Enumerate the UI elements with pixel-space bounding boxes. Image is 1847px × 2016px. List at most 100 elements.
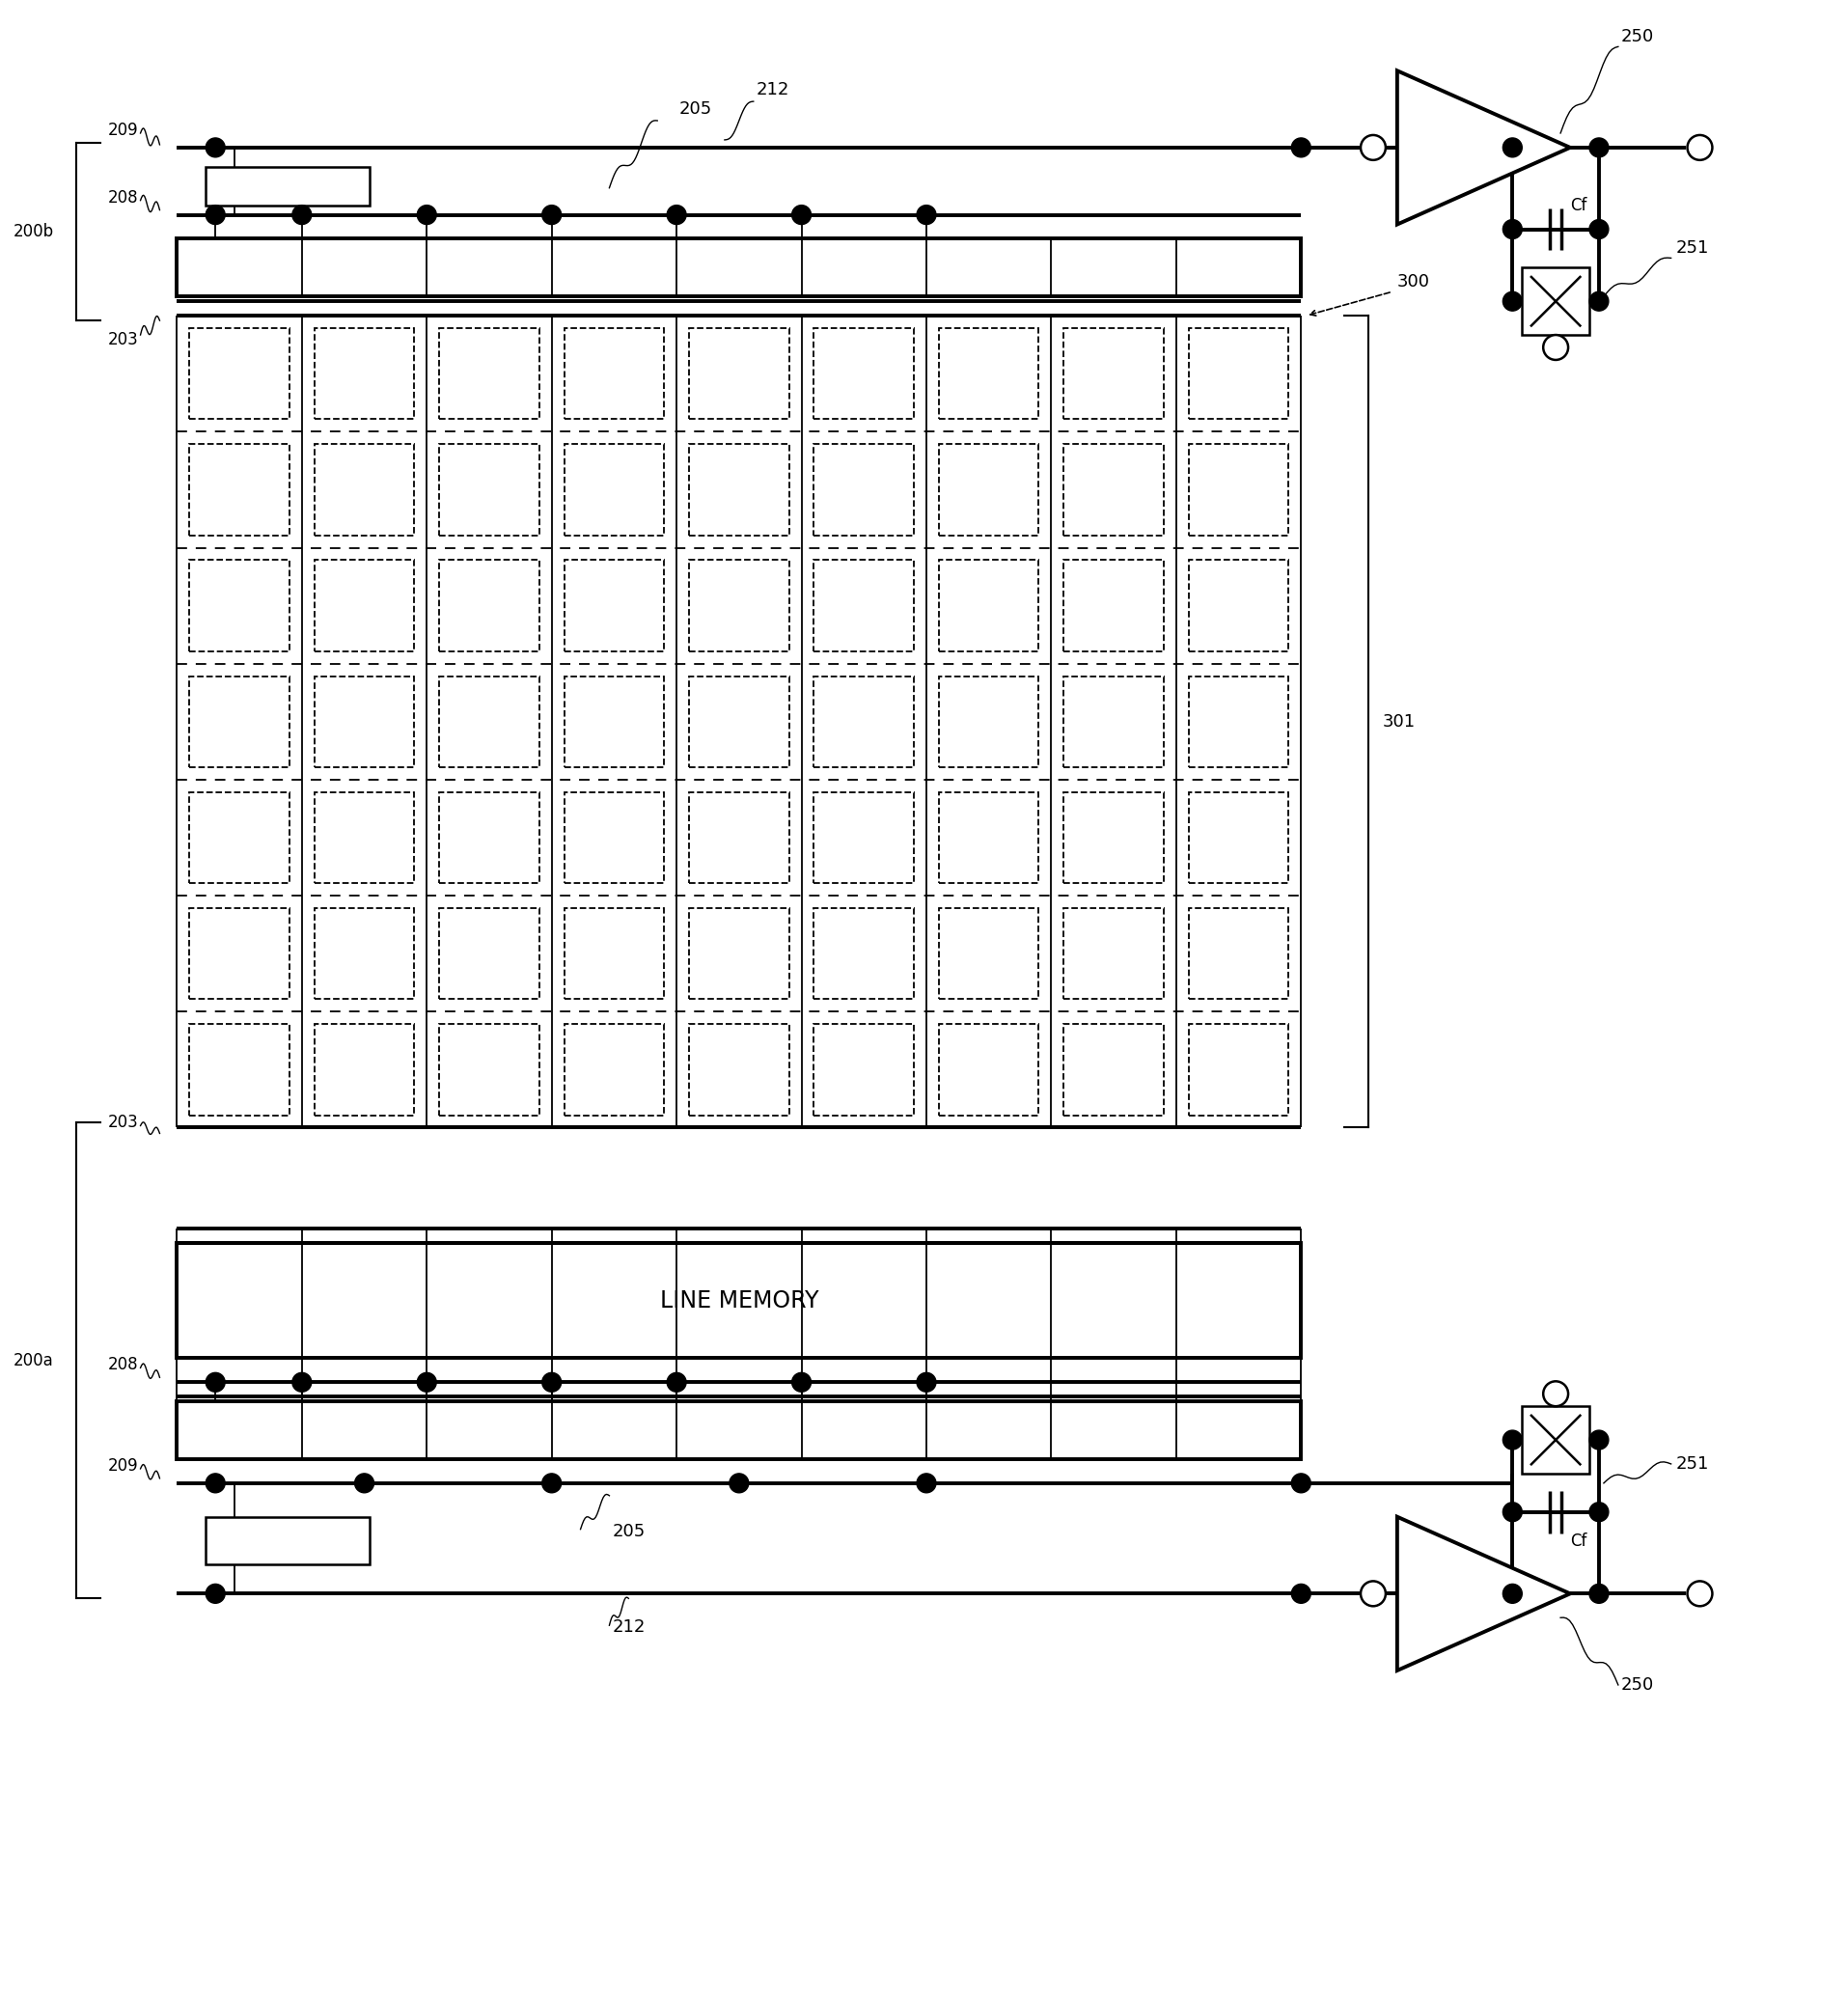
Text: 300: 300 (1396, 274, 1430, 290)
Text: 208: 208 (107, 190, 139, 206)
Bar (1188, 907, 1287, 1000)
Circle shape (417, 1373, 436, 1391)
Circle shape (205, 1474, 225, 1492)
Circle shape (1291, 1585, 1310, 1603)
Bar (689, 907, 789, 1000)
Bar (938, 1024, 1038, 1115)
Circle shape (1502, 220, 1522, 238)
Circle shape (667, 206, 685, 224)
Bar (813, 792, 914, 883)
Text: 205: 205 (611, 1522, 645, 1540)
Bar (190, 792, 290, 883)
Text: 203: 203 (107, 331, 139, 349)
Text: 250: 250 (1620, 1675, 1653, 1693)
Circle shape (541, 1373, 561, 1391)
Circle shape (1502, 292, 1522, 310)
Circle shape (792, 1373, 811, 1391)
Circle shape (916, 206, 935, 224)
Circle shape (205, 137, 225, 157)
Bar (563, 907, 663, 1000)
Bar (440, 329, 539, 419)
Text: 205: 205 (680, 101, 711, 117)
Bar (440, 560, 539, 651)
Text: 251: 251 (1675, 240, 1708, 258)
Text: 251: 251 (1675, 1456, 1708, 1472)
Bar (1188, 444, 1287, 534)
Circle shape (1502, 1585, 1522, 1603)
Bar (205, 167, 369, 206)
Bar (440, 907, 539, 1000)
Text: 209: 209 (107, 121, 139, 139)
Bar (314, 792, 414, 883)
Bar (1064, 444, 1164, 534)
Circle shape (541, 1474, 561, 1492)
Bar (563, 444, 663, 534)
Circle shape (916, 1373, 935, 1391)
Bar (938, 907, 1038, 1000)
Bar (440, 675, 539, 768)
Bar (1064, 560, 1164, 651)
Bar (440, 444, 539, 534)
Bar (314, 444, 414, 534)
Bar (205, 1516, 369, 1564)
Bar (190, 675, 290, 768)
Bar (689, 1024, 789, 1115)
Bar (314, 907, 414, 1000)
Bar (177, 1401, 1300, 1460)
Text: LINE MEMORY: LINE MEMORY (659, 1288, 818, 1312)
Bar (190, 1024, 290, 1115)
Bar (190, 444, 290, 534)
Circle shape (1542, 1381, 1568, 1407)
Circle shape (292, 1373, 312, 1391)
Bar (813, 1024, 914, 1115)
Circle shape (1542, 335, 1568, 361)
Circle shape (1588, 1502, 1607, 1522)
Text: 301: 301 (1382, 714, 1415, 730)
Circle shape (205, 1585, 225, 1603)
Text: 209: 209 (107, 1458, 139, 1474)
Polygon shape (1396, 1516, 1570, 1671)
Text: 200a: 200a (13, 1353, 54, 1369)
Bar (813, 560, 914, 651)
Bar (440, 1024, 539, 1115)
Circle shape (1588, 1585, 1607, 1603)
Bar (813, 444, 914, 534)
Bar (938, 675, 1038, 768)
Bar (177, 238, 1300, 296)
Bar (1188, 675, 1287, 768)
Text: Cf: Cf (1570, 1532, 1587, 1550)
Bar (314, 329, 414, 419)
Circle shape (1588, 292, 1607, 310)
Bar (314, 1024, 414, 1115)
Bar (938, 444, 1038, 534)
Circle shape (417, 206, 436, 224)
Circle shape (1588, 137, 1607, 157)
Bar (689, 560, 789, 651)
Bar (1188, 329, 1287, 419)
Bar (1064, 907, 1164, 1000)
Polygon shape (1396, 71, 1570, 224)
Circle shape (1686, 1581, 1712, 1607)
Circle shape (792, 206, 811, 224)
Bar (1064, 792, 1164, 883)
Text: 250: 250 (1620, 28, 1653, 46)
Text: 212: 212 (755, 81, 789, 99)
Bar (1188, 792, 1287, 883)
Circle shape (292, 206, 312, 224)
Text: 203: 203 (107, 1115, 139, 1131)
Circle shape (355, 1474, 373, 1492)
Bar (190, 560, 290, 651)
Text: 200b: 200b (13, 224, 54, 240)
Bar (1064, 1024, 1164, 1115)
Bar (689, 675, 789, 768)
Circle shape (1502, 1502, 1522, 1522)
Circle shape (1291, 1474, 1310, 1492)
Bar (1188, 1024, 1287, 1115)
Bar (689, 329, 789, 419)
Text: Cf: Cf (1570, 196, 1587, 214)
Bar (813, 675, 914, 768)
Circle shape (1588, 220, 1607, 238)
Circle shape (1359, 1581, 1385, 1607)
Bar (938, 792, 1038, 883)
Bar (1188, 560, 1287, 651)
